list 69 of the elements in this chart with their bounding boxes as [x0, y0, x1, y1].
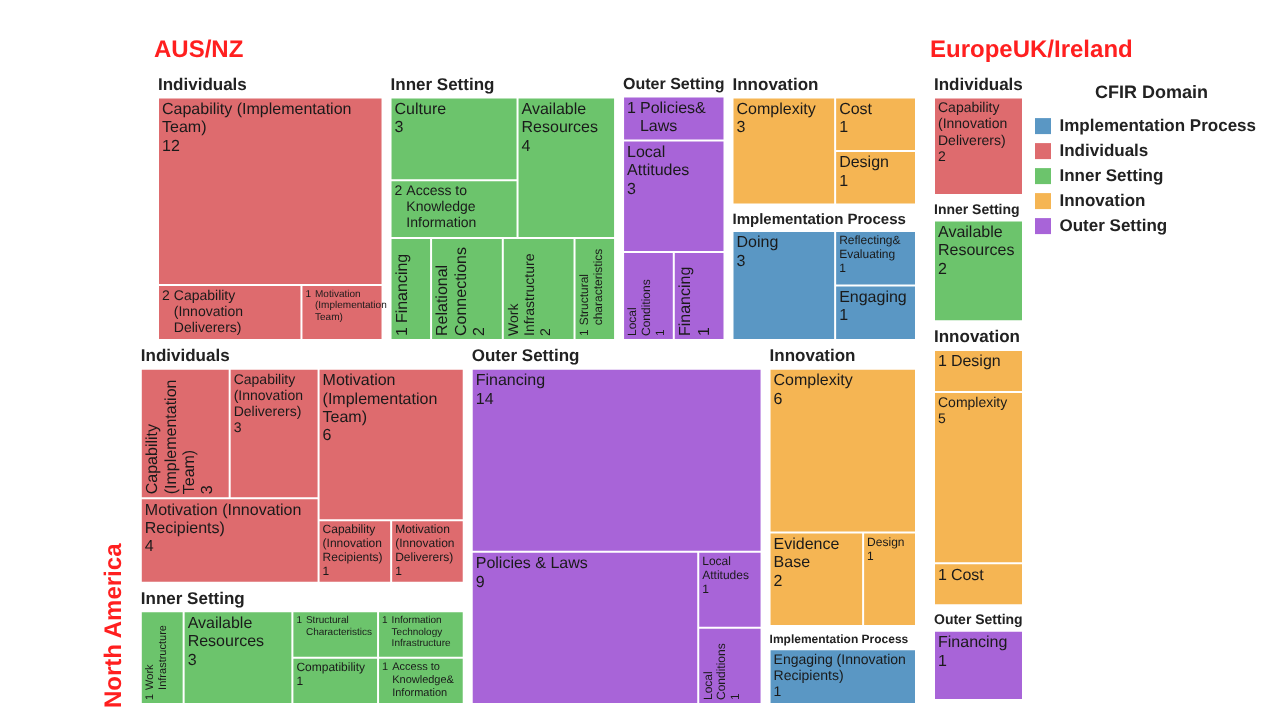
- category-label: Design: [839, 153, 889, 172]
- category-label: Local Attitudes: [627, 142, 690, 180]
- data-label: 12: [162, 136, 181, 155]
- data-label: 1: [938, 565, 948, 584]
- data-label: 2: [773, 571, 784, 590]
- category-label: Doing: [736, 233, 779, 252]
- category-label: Policies& Laws: [639, 98, 708, 136]
- category-label: Design: [950, 352, 1001, 371]
- data-label: 4: [521, 136, 532, 155]
- series-label: Inner Setting: [390, 73, 495, 94]
- category-label: Financing: [475, 371, 546, 390]
- category-label: Available Resources: [521, 99, 599, 137]
- category-label: Cost: [950, 565, 986, 584]
- text: AUS/NZ: [154, 35, 244, 64]
- data-label: 6: [322, 426, 333, 445]
- data-label: 1: [938, 352, 948, 371]
- series-label: Individuals: [140, 345, 231, 366]
- category-label: Complexity: [773, 371, 853, 390]
- category-label: Financing: [676, 266, 695, 336]
- category-label: Capability (Implementation Team): [162, 99, 352, 137]
- data-label: 1: [839, 118, 850, 137]
- category-label: Complexity: [736, 99, 816, 118]
- data-label: 2: [470, 326, 489, 336]
- category-label: Cost: [839, 99, 874, 118]
- category-label: Culture: [394, 99, 448, 118]
- series-label: Individuals: [158, 73, 248, 94]
- data-label: 3: [736, 251, 747, 270]
- legend-title: CFIR Domain: [1094, 81, 1209, 102]
- category-label: Capability (Implementation Team): [143, 379, 199, 495]
- data-label: 3: [736, 118, 747, 137]
- legend-label: Innovation: [1059, 189, 1146, 210]
- category-label: Available Resources: [938, 222, 1015, 260]
- data-label: 1: [938, 651, 948, 670]
- category-label: Financing: [938, 633, 1008, 652]
- category-label: Financing: [392, 253, 411, 324]
- data-label: 1: [839, 306, 850, 325]
- series-label: Outer Setting: [623, 75, 725, 94]
- text: EuropeUK/Ireland: [930, 35, 1133, 64]
- category-label: Engaging: [839, 287, 907, 306]
- data-label: 14: [475, 389, 495, 408]
- data-label: 1: [839, 171, 850, 190]
- series-label: Inner Setting: [140, 587, 245, 608]
- data-label: 3: [187, 650, 198, 669]
- text: Innovation: [934, 326, 1020, 347]
- text: North America: [99, 542, 128, 708]
- legend-label: Outer Setting: [1059, 214, 1168, 235]
- legend-label: Implementation Process: [1059, 114, 1257, 135]
- data-label: 4: [144, 537, 155, 556]
- data-label: 3: [198, 484, 217, 495]
- data-label: 9: [475, 572, 486, 591]
- data-label: 3: [394, 118, 405, 137]
- legend-label: Inner Setting: [1059, 164, 1164, 185]
- data-label: 6: [773, 389, 784, 408]
- data-label: 2: [938, 259, 948, 278]
- legend-label: Individuals: [1059, 139, 1149, 160]
- category-label: Motivation (Implementation Team): [322, 371, 438, 426]
- category-label: Policies & Laws: [475, 554, 588, 573]
- series-label: Innovation: [769, 345, 856, 366]
- category-label: Evidence Base: [773, 534, 841, 572]
- series-label: Outer Setting: [471, 345, 580, 366]
- category-label: Available Resources: [187, 613, 265, 651]
- data-label: 1: [627, 98, 638, 117]
- text: Individuals: [934, 73, 1023, 94]
- category-label: Relational Connections: [433, 247, 470, 336]
- data-label: 3: [627, 179, 638, 198]
- data-label: 1: [694, 326, 713, 336]
- series-label: Innovation: [732, 73, 819, 94]
- category-label: Motivation (Innovation Recipients): [144, 500, 302, 538]
- data-label: 1: [392, 326, 411, 336]
